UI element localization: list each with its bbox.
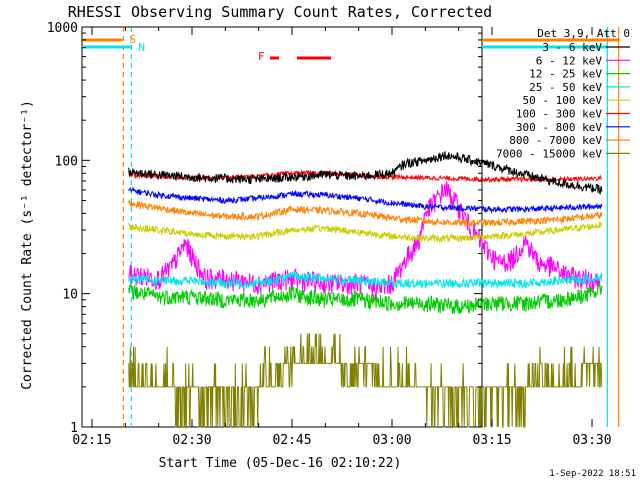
series-line <box>128 169 602 184</box>
legend-label: 50 - 100 keV <box>523 94 603 107</box>
x-tick-label: 03:15 <box>472 433 511 448</box>
y-tick-label: 100 <box>55 154 78 169</box>
legend-label: 100 - 300 keV <box>516 108 602 121</box>
x-tick-label: 02:30 <box>172 433 211 448</box>
y-axis-ticks: 1 10 100 1000 <box>47 21 482 436</box>
x-tick-label: 02:15 <box>72 433 111 448</box>
chart-title: RHESSI Observing Summary Count Rates, Co… <box>68 3 492 21</box>
legend-label: 3 - 6 keV <box>542 41 602 54</box>
y-tick-label: 1000 <box>47 21 78 36</box>
time-markers: SN F <box>82 27 620 427</box>
legend-header: Det 3,9, Att 0 <box>537 27 630 40</box>
night-label: N <box>138 41 145 54</box>
flare-label: F <box>258 50 265 63</box>
x-axis-label: Start Time (05-Dec-16 02:10:22) <box>159 456 402 471</box>
series-line <box>128 199 603 227</box>
timestamp: 1-Sep-2022 18:51 <box>549 469 636 479</box>
x-tick-label: 03:00 <box>372 433 411 448</box>
series-line <box>128 333 603 428</box>
series-line <box>128 271 603 290</box>
legend-label: 12 - 25 keV <box>529 68 602 81</box>
y-tick-label: 1 <box>70 421 78 436</box>
series-line <box>128 186 603 214</box>
series-layer <box>128 151 603 428</box>
series-line <box>128 282 603 314</box>
y-tick-label: 10 <box>62 288 78 303</box>
y-axis-label: Corrected Count Rate (s⁻¹ detector⁻¹) <box>20 100 35 390</box>
legend-label: 6 - 12 keV <box>536 54 603 67</box>
series-line <box>128 221 603 244</box>
series-line <box>128 151 603 195</box>
plot-frame <box>81 26 483 428</box>
plot-border <box>81 26 483 428</box>
saa-label: S <box>129 33 136 46</box>
x-tick-label: 03:30 <box>572 433 611 448</box>
legend-label: 25 - 50 keV <box>529 81 602 94</box>
legend-label: 7000 - 15000 keV <box>496 147 602 160</box>
legend-label: 300 - 800 keV <box>516 121 602 134</box>
x-tick-label: 02:45 <box>272 433 311 448</box>
legend-label: 800 - 7000 keV <box>509 134 602 147</box>
